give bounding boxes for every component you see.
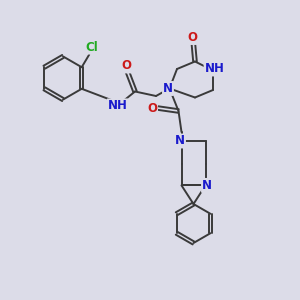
Text: Cl: Cl [85,40,98,54]
Text: N: N [202,179,212,192]
Text: N: N [175,134,185,148]
Text: O: O [147,101,157,115]
Text: O: O [121,59,131,73]
Text: NH: NH [205,62,224,76]
Text: N: N [163,82,173,95]
Text: NH: NH [108,99,127,112]
Text: O: O [187,31,197,44]
